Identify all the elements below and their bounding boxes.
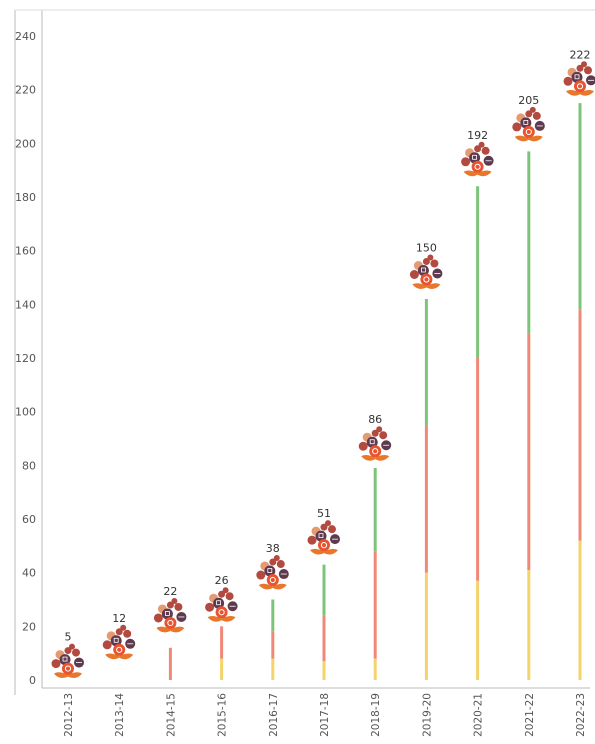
y-tick-label: 60 (22, 513, 36, 526)
x-tick-label: 2018-19 (370, 693, 382, 737)
x-tick-label: 2020-21 (473, 693, 485, 737)
flower-icon (205, 587, 238, 621)
y-tick-label: 240 (15, 30, 36, 43)
data-label: 150 (416, 242, 437, 255)
x-axis: 2012-13 2013-14 2014-15 2015-16 2016-17 2017-… (42, 688, 590, 737)
flower-icon (256, 555, 289, 589)
data-label: 86 (368, 413, 382, 426)
flower-icon (103, 625, 136, 659)
flower-icon (512, 107, 545, 141)
flower-icon (52, 644, 85, 678)
x-tick-label: 2019-20 (421, 693, 433, 737)
data-label: 22 (163, 585, 177, 598)
flower-icon (461, 142, 494, 176)
x-tick-label: 2014-15 (165, 693, 177, 737)
data-label: 192 (467, 129, 488, 142)
x-tick-label: 2017-18 (319, 693, 331, 737)
data-label: 51 (317, 507, 331, 520)
data-label: 38 (266, 542, 280, 555)
y-tick-label: 140 (15, 298, 36, 311)
y-axis: 0 20 40 60 80 100 120 140 160 180 200 220 240 (15, 10, 595, 695)
y-tick-label: 160 (15, 245, 36, 258)
flower-icon (308, 520, 341, 554)
data-label: 222 (570, 48, 591, 61)
y-tick-label: 200 (15, 137, 36, 150)
x-tick-label: 2015-16 (217, 693, 229, 737)
x-tick-label: 2022-23 (575, 693, 587, 737)
x-tick-label: 2013-14 (114, 693, 126, 737)
x-tick-label: 2016-17 (268, 693, 280, 737)
flower-icon (359, 426, 392, 460)
flower-icon (410, 255, 443, 289)
flower-icon (154, 598, 187, 632)
data-label: 205 (518, 94, 539, 107)
y-tick-label: 40 (22, 567, 36, 580)
y-tick-label: 0 (29, 674, 36, 687)
y-tick-label: 20 (22, 620, 36, 633)
x-tick-label: 2021-22 (524, 693, 536, 737)
flower-icon (564, 61, 595, 95)
y-tick-label: 220 (15, 84, 36, 97)
y-tick-label: 80 (22, 459, 36, 472)
y-tick-label: 100 (15, 406, 36, 419)
data-label: 12 (112, 612, 126, 625)
data-label: 5 (65, 631, 72, 644)
y-tick-label: 180 (15, 191, 36, 204)
data-label: 26 (215, 574, 229, 587)
x-tick-label: 2012-13 (63, 693, 75, 737)
y-tick-label: 120 (15, 352, 36, 365)
